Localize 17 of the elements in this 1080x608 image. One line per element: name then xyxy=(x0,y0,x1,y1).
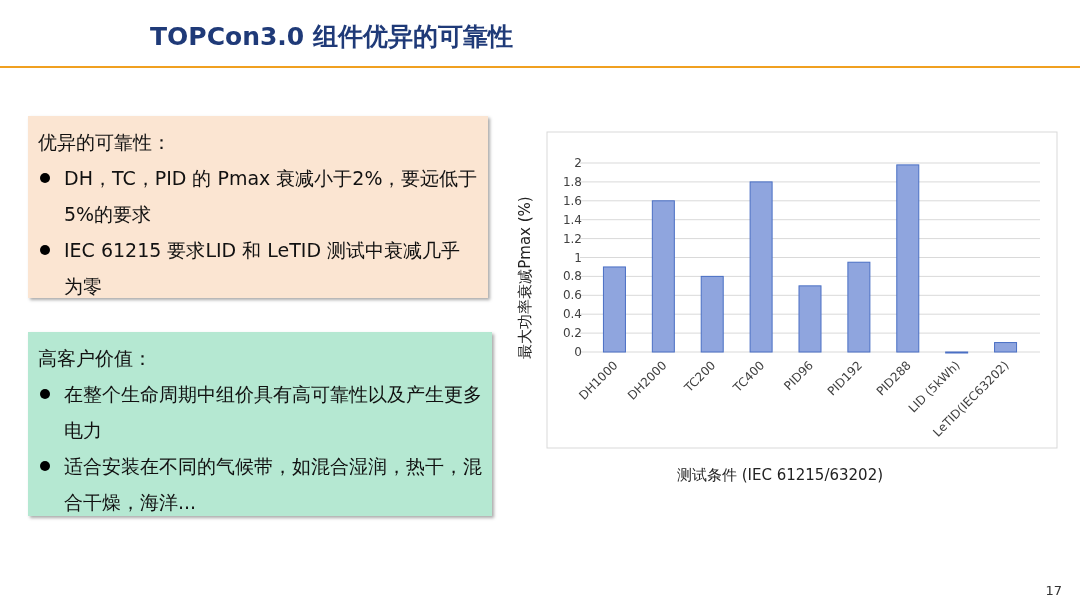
y-tick-label: 1.6 xyxy=(562,193,582,208)
y-tick-label: 1 xyxy=(574,250,582,265)
text-box: 优异的可靠性： DH，TC，PID 的 Pmax 衰减小于2%，要远低于5%的要求 IEC 61215 要求LID 和 LeTID 测试中衰减几乎为零 xyxy=(28,116,488,298)
y-tick-label: 2 xyxy=(574,156,582,170)
text: TOPCon3.0 组件优异的可靠性 xyxy=(150,21,513,53)
y-tick-label: 0.6 xyxy=(562,288,582,303)
y-tick-label: 1.4 xyxy=(562,212,582,227)
y-tick-label: 1.8 xyxy=(562,174,582,189)
y-tick-label: 0.4 xyxy=(562,307,582,322)
y-axis-title: 最大功率衰减Pmax (%) xyxy=(516,196,534,359)
y-tick-label: 0.8 xyxy=(562,269,582,284)
y-tick-label: 0 xyxy=(574,345,582,359)
text-box: 高客户价值： 在整个生命周期中组价具有高可靠性以及产生更多电力 适合安装在不同的气候带，如混合湿润，热干，混合干燥，海洋... xyxy=(28,332,492,516)
x-axis-title: 测试条件 (IEC 61215/63202) xyxy=(676,466,884,484)
text: 17 xyxy=(1045,583,1062,598)
y-tick-label: 0.2 xyxy=(562,326,582,341)
y-tick-label: 1.2 xyxy=(562,231,582,246)
